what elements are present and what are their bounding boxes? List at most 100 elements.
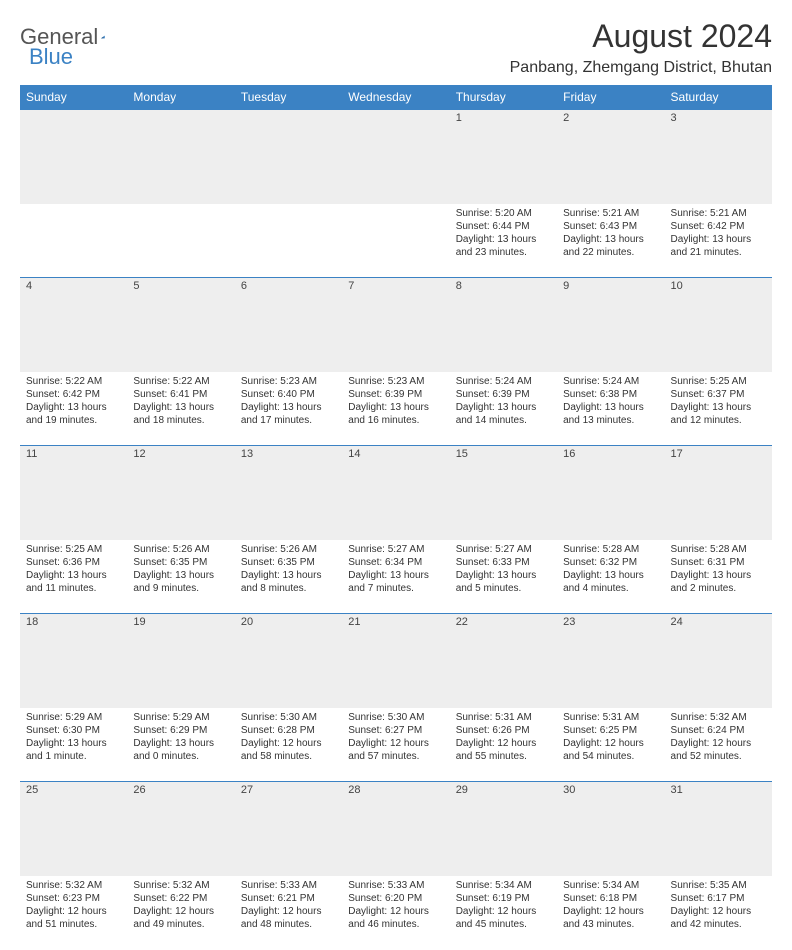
day-number: 6 [235, 278, 342, 294]
day-details: Sunrise: 5:22 AMSunset: 6:42 PMDaylight:… [20, 372, 127, 431]
day-details: Sunrise: 5:29 AMSunset: 6:30 PMDaylight:… [20, 708, 127, 767]
day-details: Sunrise: 5:32 AMSunset: 6:23 PMDaylight:… [20, 876, 127, 935]
day-number-cell: 9 [557, 278, 664, 372]
day-cell: Sunrise: 5:30 AMSunset: 6:27 PMDaylight:… [342, 708, 449, 782]
day-number-cell [127, 110, 234, 204]
day-number: 10 [665, 278, 772, 294]
day-number: 30 [557, 782, 664, 798]
day-number: 27 [235, 782, 342, 798]
day-number: 8 [450, 278, 557, 294]
day-number [127, 110, 234, 114]
day-details: Sunrise: 5:25 AMSunset: 6:36 PMDaylight:… [20, 540, 127, 599]
weekday-header: Sunday [20, 85, 127, 110]
day-cell: Sunrise: 5:23 AMSunset: 6:39 PMDaylight:… [342, 372, 449, 446]
day-number-cell: 12 [127, 446, 234, 540]
day-cell: Sunrise: 5:35 AMSunset: 6:17 PMDaylight:… [665, 876, 772, 950]
day-number: 12 [127, 446, 234, 462]
weekday-header: Monday [127, 85, 234, 110]
day-cell: Sunrise: 5:32 AMSunset: 6:22 PMDaylight:… [127, 876, 234, 950]
title-block: August 2024 Panbang, Zhemgang District, … [510, 18, 772, 77]
day-details: Sunrise: 5:24 AMSunset: 6:39 PMDaylight:… [450, 372, 557, 431]
logo-triangle-icon [101, 29, 105, 45]
day-number-cell: 10 [665, 278, 772, 372]
day-number: 22 [450, 614, 557, 630]
day-cell: Sunrise: 5:34 AMSunset: 6:18 PMDaylight:… [557, 876, 664, 950]
day-cell: Sunrise: 5:30 AMSunset: 6:28 PMDaylight:… [235, 708, 342, 782]
day-details: Sunrise: 5:28 AMSunset: 6:31 PMDaylight:… [665, 540, 772, 599]
day-number-cell: 31 [665, 782, 772, 876]
day-details: Sunrise: 5:26 AMSunset: 6:35 PMDaylight:… [235, 540, 342, 599]
day-number: 24 [665, 614, 772, 630]
day-details: Sunrise: 5:34 AMSunset: 6:18 PMDaylight:… [557, 876, 664, 935]
day-number [342, 110, 449, 114]
day-number: 11 [20, 446, 127, 462]
day-details: Sunrise: 5:35 AMSunset: 6:17 PMDaylight:… [665, 876, 772, 935]
weekday-header: Wednesday [342, 85, 449, 110]
day-number-cell: 25 [20, 782, 127, 876]
day-details: Sunrise: 5:32 AMSunset: 6:24 PMDaylight:… [665, 708, 772, 767]
day-cell: Sunrise: 5:24 AMSunset: 6:39 PMDaylight:… [450, 372, 557, 446]
weekday-header: Tuesday [235, 85, 342, 110]
day-number: 29 [450, 782, 557, 798]
day-number-cell: 29 [450, 782, 557, 876]
day-number-cell [20, 110, 127, 204]
day-details: Sunrise: 5:32 AMSunset: 6:22 PMDaylight:… [127, 876, 234, 935]
day-number: 17 [665, 446, 772, 462]
day-details: Sunrise: 5:33 AMSunset: 6:20 PMDaylight:… [342, 876, 449, 935]
day-cell: Sunrise: 5:32 AMSunset: 6:23 PMDaylight:… [20, 876, 127, 950]
day-cell [20, 204, 127, 278]
day-number-cell: 14 [342, 446, 449, 540]
day-details: Sunrise: 5:28 AMSunset: 6:32 PMDaylight:… [557, 540, 664, 599]
day-number-cell: 15 [450, 446, 557, 540]
day-details: Sunrise: 5:30 AMSunset: 6:28 PMDaylight:… [235, 708, 342, 767]
day-number-cell: 8 [450, 278, 557, 372]
day-cell: Sunrise: 5:33 AMSunset: 6:20 PMDaylight:… [342, 876, 449, 950]
day-details: Sunrise: 5:21 AMSunset: 6:43 PMDaylight:… [557, 204, 664, 263]
calendar-head: SundayMondayTuesdayWednesdayThursdayFrid… [20, 85, 772, 110]
day-number-cell: 16 [557, 446, 664, 540]
day-number-cell: 22 [450, 614, 557, 708]
day-number-cell: 21 [342, 614, 449, 708]
weekday-header: Saturday [665, 85, 772, 110]
day-cell: Sunrise: 5:22 AMSunset: 6:41 PMDaylight:… [127, 372, 234, 446]
day-cell [127, 204, 234, 278]
day-cell: Sunrise: 5:29 AMSunset: 6:30 PMDaylight:… [20, 708, 127, 782]
day-number: 3 [665, 110, 772, 126]
day-number-cell [342, 110, 449, 204]
day-cell: Sunrise: 5:26 AMSunset: 6:35 PMDaylight:… [127, 540, 234, 614]
day-number-cell: 19 [127, 614, 234, 708]
day-cell: Sunrise: 5:31 AMSunset: 6:25 PMDaylight:… [557, 708, 664, 782]
day-number: 18 [20, 614, 127, 630]
day-details: Sunrise: 5:21 AMSunset: 6:42 PMDaylight:… [665, 204, 772, 263]
day-number-cell: 26 [127, 782, 234, 876]
day-cell: Sunrise: 5:23 AMSunset: 6:40 PMDaylight:… [235, 372, 342, 446]
day-number [235, 110, 342, 114]
day-cell: Sunrise: 5:20 AMSunset: 6:44 PMDaylight:… [450, 204, 557, 278]
day-number: 14 [342, 446, 449, 462]
calendar-table: SundayMondayTuesdayWednesdayThursdayFrid… [20, 85, 772, 950]
day-details: Sunrise: 5:22 AMSunset: 6:41 PMDaylight:… [127, 372, 234, 431]
day-number: 2 [557, 110, 664, 126]
day-cell: Sunrise: 5:33 AMSunset: 6:21 PMDaylight:… [235, 876, 342, 950]
logo-word2: Blue [29, 44, 73, 70]
day-number-cell: 27 [235, 782, 342, 876]
day-number-cell: 13 [235, 446, 342, 540]
day-details: Sunrise: 5:26 AMSunset: 6:35 PMDaylight:… [127, 540, 234, 599]
day-number: 4 [20, 278, 127, 294]
day-cell: Sunrise: 5:28 AMSunset: 6:32 PMDaylight:… [557, 540, 664, 614]
day-details: Sunrise: 5:23 AMSunset: 6:40 PMDaylight:… [235, 372, 342, 431]
day-number-cell: 7 [342, 278, 449, 372]
day-number: 31 [665, 782, 772, 798]
day-number: 5 [127, 278, 234, 294]
page: General August 2024 Panbang, Zhemgang Di… [0, 0, 792, 612]
day-details: Sunrise: 5:24 AMSunset: 6:38 PMDaylight:… [557, 372, 664, 431]
day-cell: Sunrise: 5:24 AMSunset: 6:38 PMDaylight:… [557, 372, 664, 446]
day-details: Sunrise: 5:27 AMSunset: 6:33 PMDaylight:… [450, 540, 557, 599]
day-number: 13 [235, 446, 342, 462]
day-details: Sunrise: 5:31 AMSunset: 6:25 PMDaylight:… [557, 708, 664, 767]
day-cell: Sunrise: 5:22 AMSunset: 6:42 PMDaylight:… [20, 372, 127, 446]
day-details: Sunrise: 5:30 AMSunset: 6:27 PMDaylight:… [342, 708, 449, 767]
day-number-cell: 20 [235, 614, 342, 708]
day-number: 16 [557, 446, 664, 462]
day-cell: Sunrise: 5:26 AMSunset: 6:35 PMDaylight:… [235, 540, 342, 614]
